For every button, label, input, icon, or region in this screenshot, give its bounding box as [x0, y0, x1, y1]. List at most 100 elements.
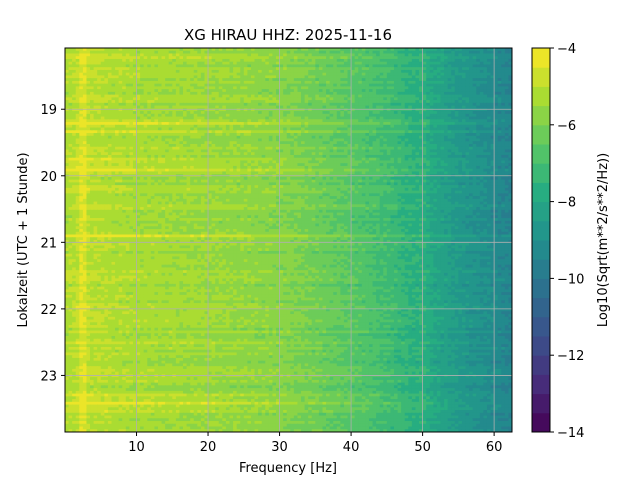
heatmap-cell: [115, 102, 120, 107]
heatmap-cell: [268, 116, 274, 120]
heatmap-cell: [326, 108, 331, 112]
heatmap-cell: [240, 146, 245, 151]
heatmap-cell: [472, 48, 477, 52]
heatmap-cell: [250, 102, 256, 107]
heatmap-cell: [340, 69, 345, 74]
heatmap-cell: [100, 61, 105, 66]
heatmap-cell: [147, 133, 152, 137]
heatmap-cell: [218, 69, 223, 74]
heatmap-cell: [208, 80, 213, 85]
heatmap-cell: [504, 119, 510, 123]
heatmap-cell: [404, 149, 409, 153]
heatmap-cell: [86, 113, 91, 118]
heatmap-cell: [297, 113, 302, 118]
heatmap-cell: [132, 50, 138, 55]
heatmap-cell: [258, 58, 263, 63]
heatmap-cell: [218, 102, 223, 107]
heatmap-cell: [333, 50, 338, 55]
heatmap-cell: [111, 102, 116, 107]
heatmap-cell: [351, 127, 356, 131]
heatmap-cell: [261, 116, 266, 120]
heatmap-cell: [426, 61, 431, 66]
heatmap-cell: [451, 154, 456, 159]
heatmap-cell: [225, 64, 231, 68]
heatmap-cell: [501, 86, 506, 90]
heatmap-cell: [340, 91, 345, 96]
heatmap-cell: [383, 108, 388, 112]
heatmap-cell: [336, 105, 341, 109]
heatmap-cell: [390, 67, 395, 71]
heatmap-cell: [225, 72, 231, 77]
heatmap-cell: [72, 146, 77, 151]
heatmap-cell: [261, 105, 266, 109]
heatmap-cell: [165, 127, 170, 131]
heatmap-cell: [183, 116, 188, 120]
heatmap-cell: [118, 89, 123, 93]
heatmap-cell: [368, 78, 374, 82]
heatmap-cell: [104, 58, 109, 63]
heatmap-cell: [272, 67, 277, 71]
heatmap-cell: [490, 56, 495, 60]
heatmap-cell: [225, 97, 231, 101]
heatmap-cell: [200, 83, 206, 87]
heatmap-cell: [250, 146, 256, 151]
heatmap-cell: [411, 111, 417, 115]
heatmap-cell: [419, 130, 424, 134]
heatmap-cell: [304, 97, 309, 101]
heatmap-cell: [318, 133, 324, 137]
heatmap-cell: [372, 135, 377, 140]
heatmap-cell: [107, 75, 113, 79]
heatmap-cell: [250, 133, 256, 137]
heatmap-cell: [379, 141, 384, 145]
heatmap-cell: [283, 69, 288, 74]
heatmap-cell: [419, 102, 424, 107]
heatmap-cell: [347, 89, 352, 93]
heatmap-cell: [293, 113, 299, 118]
heatmap-cell: [215, 102, 220, 107]
heatmap-cell: [82, 50, 88, 55]
heatmap-cell: [65, 67, 70, 71]
heatmap-cell: [197, 83, 202, 87]
heatmap-cell: [265, 124, 270, 129]
heatmap-cell: [132, 105, 138, 109]
heatmap-cell: [265, 53, 270, 57]
heatmap-cell: [458, 152, 463, 156]
heatmap-cell: [386, 141, 392, 145]
heatmap-cell: [404, 67, 409, 71]
heatmap-cell: [100, 58, 105, 63]
heatmap-cell: [290, 133, 295, 137]
heatmap-cell: [186, 146, 191, 151]
heatmap-cell: [347, 80, 352, 85]
heatmap-cell: [393, 69, 399, 74]
heatmap-cell: [129, 61, 134, 66]
heatmap-cell: [465, 75, 470, 79]
heatmap-cell: [136, 133, 141, 137]
heatmap-cell: [193, 78, 198, 82]
heatmap-cell: [397, 72, 402, 77]
heatmap-cell: [68, 122, 73, 126]
heatmap-cell: [254, 53, 259, 57]
heatmap-cell: [283, 122, 288, 126]
heatmap-cell: [175, 138, 181, 142]
heatmap-cell: [268, 144, 274, 148]
heatmap-cell: [100, 78, 105, 82]
heatmap-cell: [497, 61, 502, 66]
heatmap-cell: [258, 50, 263, 55]
heatmap-cell: [447, 48, 452, 52]
heatmap-cell: [272, 152, 277, 156]
heatmap-cell: [293, 116, 299, 120]
heatmap-cell: [240, 91, 245, 96]
heatmap-cell: [436, 56, 442, 60]
heatmap-cell: [401, 113, 406, 118]
heatmap-cell: [154, 75, 159, 79]
heatmap-cell: [401, 144, 406, 148]
heatmap-cell: [454, 89, 459, 93]
heatmap-cell: [483, 135, 488, 140]
heatmap-cell: [93, 61, 98, 66]
heatmap-cell: [304, 56, 309, 60]
heatmap-cell: [479, 94, 484, 98]
heatmap-cell: [440, 138, 445, 142]
heatmap-cell: [343, 91, 349, 96]
heatmap-cell: [97, 146, 102, 151]
heatmap-cell: [429, 61, 434, 66]
